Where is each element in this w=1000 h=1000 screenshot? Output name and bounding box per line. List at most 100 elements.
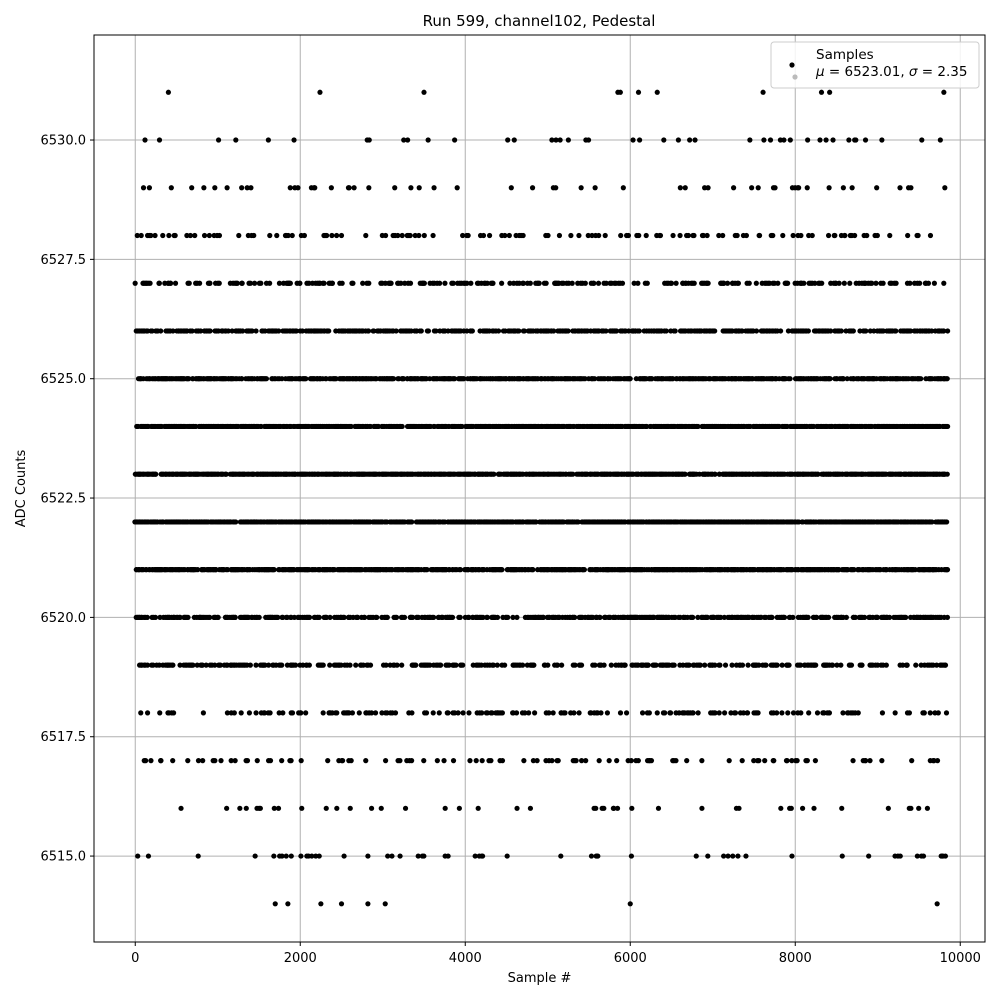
data-point xyxy=(143,758,149,764)
data-point xyxy=(562,710,568,716)
data-point xyxy=(739,662,746,668)
data-point xyxy=(838,662,844,668)
data-point xyxy=(751,758,757,764)
data-point xyxy=(397,758,403,764)
data-point xyxy=(728,710,734,716)
data-point xyxy=(573,758,579,764)
data-point xyxy=(466,710,472,716)
data-point xyxy=(645,662,651,668)
data-point xyxy=(261,710,268,716)
data-point xyxy=(924,805,931,811)
data-point xyxy=(813,662,819,668)
data-point xyxy=(327,662,333,668)
data-point xyxy=(852,614,858,620)
data-point xyxy=(338,662,344,668)
data-point xyxy=(695,614,701,620)
data-point xyxy=(456,805,462,811)
data-point xyxy=(413,662,419,668)
data-point xyxy=(885,805,891,811)
data-point xyxy=(627,376,633,382)
data-point xyxy=(341,614,347,620)
data-point xyxy=(246,710,253,716)
data-point xyxy=(762,758,768,764)
data-point xyxy=(499,758,506,764)
data-point xyxy=(267,758,274,764)
data-point xyxy=(203,662,209,668)
data-point xyxy=(716,710,722,716)
data-point xyxy=(442,805,448,811)
data-point xyxy=(271,805,277,811)
data-point xyxy=(576,710,582,716)
data-point xyxy=(224,805,230,811)
data-point xyxy=(531,662,537,668)
data-point xyxy=(368,805,375,811)
data-point xyxy=(215,614,221,620)
data-point xyxy=(200,710,206,716)
data-point xyxy=(682,471,688,477)
data-point xyxy=(347,662,353,668)
data-point xyxy=(850,758,856,764)
data-point xyxy=(170,662,176,668)
data-point xyxy=(798,662,804,668)
data-point xyxy=(455,710,461,716)
data-point xyxy=(549,758,555,764)
data-point xyxy=(790,710,797,716)
data-point xyxy=(608,662,614,668)
data-point xyxy=(490,662,497,668)
data-point xyxy=(526,710,532,716)
data-point xyxy=(505,614,511,620)
data-point xyxy=(401,614,408,620)
data-point xyxy=(231,710,237,716)
data-point xyxy=(374,614,380,620)
data-point xyxy=(484,614,491,620)
data-point xyxy=(499,567,505,573)
data-point xyxy=(292,662,299,668)
data-point xyxy=(867,758,873,764)
data-point xyxy=(903,614,909,620)
data-point xyxy=(453,662,459,668)
data-point xyxy=(475,805,481,811)
data-point xyxy=(237,805,243,811)
data-point xyxy=(460,710,466,716)
data-point xyxy=(280,710,286,716)
data-point xyxy=(533,519,539,525)
data-point xyxy=(431,614,437,620)
data-point xyxy=(788,805,794,811)
data-point xyxy=(438,662,444,668)
data-point xyxy=(736,805,742,811)
data-point xyxy=(446,662,452,668)
data-point xyxy=(409,710,415,716)
data-point xyxy=(158,758,164,764)
data-point xyxy=(521,758,527,764)
data-point xyxy=(257,805,263,811)
data-point xyxy=(502,662,508,668)
data-point xyxy=(794,758,800,764)
data-point xyxy=(514,805,520,811)
data-point xyxy=(614,758,620,764)
data-point xyxy=(811,805,817,811)
data-point xyxy=(402,805,409,811)
data-point xyxy=(787,376,793,382)
data-point xyxy=(684,758,690,764)
data-point xyxy=(944,614,951,620)
data-point xyxy=(434,758,440,764)
data-point xyxy=(597,614,603,620)
data-point xyxy=(445,710,451,716)
data-point xyxy=(851,567,857,573)
data-point xyxy=(815,471,821,477)
data-point xyxy=(639,710,646,716)
data-point xyxy=(323,805,329,811)
data-point xyxy=(826,710,833,716)
data-point xyxy=(712,471,718,477)
data-point xyxy=(457,567,464,573)
data-point xyxy=(909,758,915,764)
data-point xyxy=(436,710,442,716)
data-point xyxy=(288,758,294,764)
data-point xyxy=(805,614,811,620)
data-point xyxy=(325,758,331,764)
data-point xyxy=(459,423,465,430)
data-point xyxy=(367,662,374,668)
data-point xyxy=(195,758,202,764)
data-point xyxy=(578,662,585,668)
